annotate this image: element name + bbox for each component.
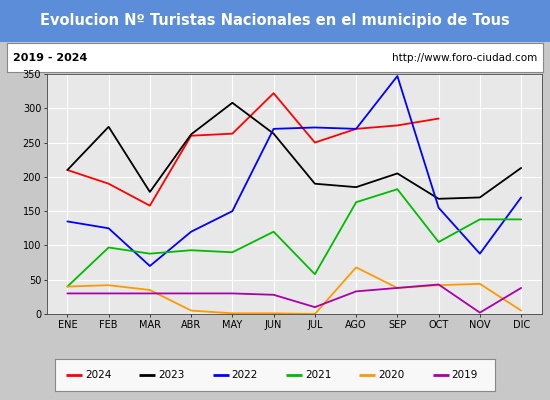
- Text: http://www.foro-ciudad.com: http://www.foro-ciudad.com: [392, 53, 537, 63]
- Text: 2019 - 2024: 2019 - 2024: [13, 53, 87, 63]
- Text: 2020: 2020: [378, 370, 405, 380]
- Text: 2022: 2022: [232, 370, 258, 380]
- Text: 2024: 2024: [85, 370, 112, 380]
- Text: Evolucion Nº Turistas Nacionales en el municipio de Tous: Evolucion Nº Turistas Nacionales en el m…: [40, 14, 510, 28]
- Text: 2023: 2023: [158, 370, 185, 380]
- Text: 2019: 2019: [452, 370, 478, 380]
- Text: 2021: 2021: [305, 370, 332, 380]
